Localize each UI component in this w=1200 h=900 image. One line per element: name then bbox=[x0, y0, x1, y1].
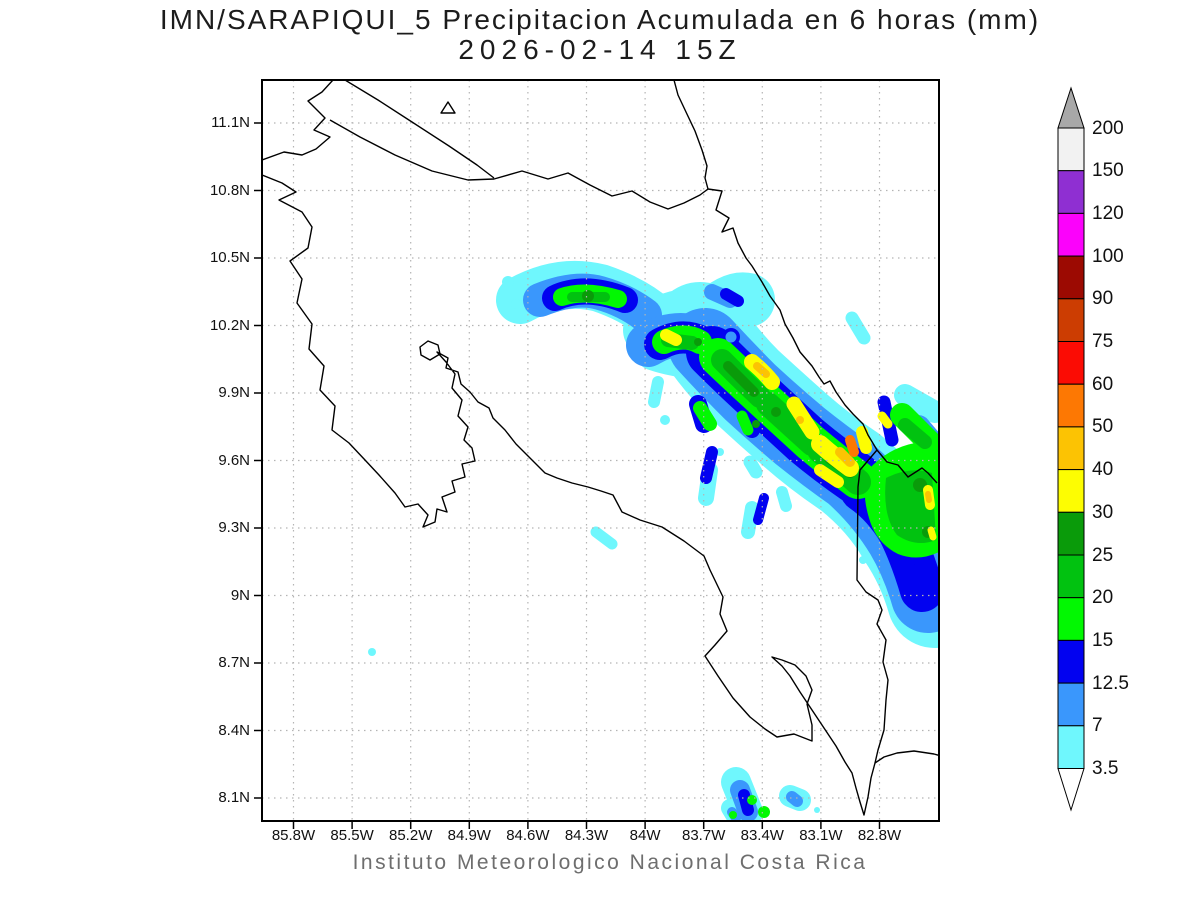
border-nicaragua-san-juan bbox=[329, 119, 709, 210]
colorbar-tick-label: 100 bbox=[1092, 245, 1124, 267]
y-tick-label: 11.1N bbox=[211, 114, 250, 131]
y-tick-label: 9.6N bbox=[218, 451, 250, 469]
island-lake-triangle bbox=[440, 101, 456, 114]
colorbar-tick-label: 50 bbox=[1092, 416, 1114, 438]
colorbar-tick-label: 60 bbox=[1092, 373, 1114, 395]
colorbar-segment bbox=[1057, 383, 1085, 428]
y-tick-label: 10.2N bbox=[209, 316, 250, 334]
colorbar-segment bbox=[1057, 725, 1085, 769]
border-panama bbox=[856, 449, 889, 764]
colorbar-segment bbox=[1057, 682, 1085, 727]
x-tick-label: 83.7W bbox=[682, 827, 726, 844]
x-tick-label: 84.3W bbox=[564, 827, 609, 844]
colorbar-tick-label: 25 bbox=[1092, 544, 1114, 566]
colorbar-segment bbox=[1057, 597, 1085, 641]
colorbar-tick-label: 40 bbox=[1092, 459, 1114, 481]
colorbar-segment bbox=[1057, 298, 1085, 342]
precip-level-50mm bbox=[845, 435, 859, 457]
y-tick-label: 9.9N bbox=[218, 384, 250, 401]
colorbar-tick-label: 75 bbox=[1092, 331, 1114, 352]
colorbar-tick-label: 150 bbox=[1092, 160, 1124, 182]
y-tick-label: 10.5N bbox=[209, 249, 250, 266]
y-tick-label: 8.1N bbox=[218, 789, 250, 806]
colorbar-segment bbox=[1057, 255, 1085, 300]
colorbar-tick-label: 7 bbox=[1092, 715, 1103, 737]
y-tick-label: 9N bbox=[230, 586, 250, 604]
colorbar-segment bbox=[1057, 127, 1085, 172]
colorbar-tick-label: 3.5 bbox=[1092, 758, 1119, 779]
colorbar-segment bbox=[1057, 170, 1085, 214]
page-title: IMN/SARAPIQUI_5 Precipitacion Acumulada … bbox=[159, 4, 1041, 35]
colorbar-tick-label: 20 bbox=[1092, 587, 1114, 609]
y-tick-label: 9.3N bbox=[218, 519, 250, 536]
precipitation-shading bbox=[368, 260, 938, 820]
colorbar-segment bbox=[1057, 511, 1085, 556]
x-tick-label: 84.6W bbox=[506, 827, 550, 844]
colorbar-overflow-arrow bbox=[1057, 86, 1085, 129]
colorbar-tick-label: 90 bbox=[1092, 288, 1114, 310]
page-subtitle-date: 2026-02-14 15Z bbox=[458, 34, 742, 65]
y-tick-label: 8.4N bbox=[218, 721, 250, 739]
x-tick-label: 83.1W bbox=[799, 827, 843, 844]
colorbar-segment bbox=[1057, 426, 1085, 471]
coastline-caribbean bbox=[673, 81, 938, 484]
precip-level-40mm bbox=[753, 362, 932, 503]
x-tick-label: 83.4W bbox=[740, 827, 784, 844]
map-frame bbox=[261, 79, 940, 822]
colorbar-segment bbox=[1057, 212, 1085, 257]
x-tick-label: 85.5W bbox=[330, 827, 374, 844]
x-tick-label: 85.2W bbox=[389, 827, 433, 844]
x-tick-label: 84.9W bbox=[447, 827, 491, 844]
colorbar-segment bbox=[1057, 554, 1085, 599]
colorbar-segment bbox=[1057, 639, 1085, 684]
axis-tick-marks bbox=[254, 122, 881, 829]
y-tick-label: 8.7N bbox=[218, 654, 250, 671]
colorbar-tick-label: 12.5 bbox=[1092, 672, 1129, 694]
x-tick-label: 85.8W bbox=[271, 827, 316, 844]
x-tick-label: 82.8W bbox=[857, 827, 902, 844]
colorbar-segment bbox=[1057, 469, 1085, 513]
colorbar-underflow-arrow bbox=[1057, 768, 1085, 812]
colorbar-segment bbox=[1057, 341, 1085, 385]
colorbar-tick-label: 30 bbox=[1092, 501, 1114, 523]
island-chira bbox=[419, 340, 441, 361]
coastlines bbox=[263, 81, 938, 816]
y-tick-label: 10.8N bbox=[209, 181, 250, 199]
coastline-lake-nicaragua bbox=[345, 81, 495, 179]
colorbar bbox=[1057, 127, 1085, 769]
colorbar-tick-label: 120 bbox=[1092, 202, 1124, 224]
colorbar-tick-label: 15 bbox=[1092, 629, 1114, 651]
footer-attribution: Instituto Meteorologico Nacional Costa R… bbox=[352, 851, 868, 874]
coastline-pacific-main bbox=[263, 81, 938, 816]
colorbar-tick-label: 200 bbox=[1092, 117, 1124, 139]
x-tick-label: 84W bbox=[629, 827, 661, 844]
precip-detail-overlay bbox=[725, 331, 737, 343]
